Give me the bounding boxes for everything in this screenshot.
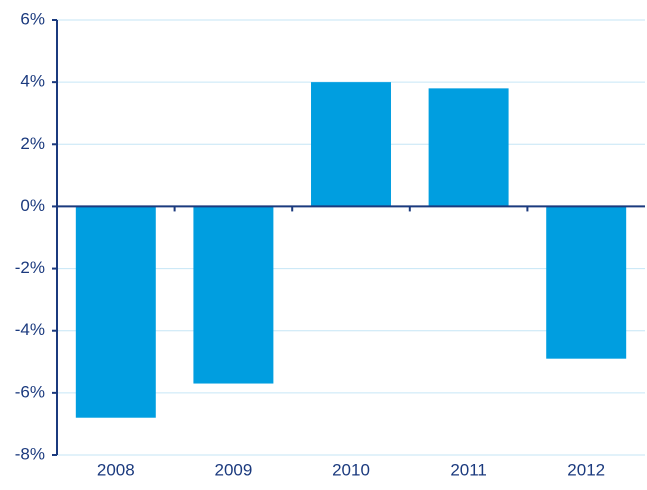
y-tick-label: 4%: [20, 72, 45, 91]
bar: [193, 206, 274, 384]
y-tick-label: -8%: [15, 444, 45, 463]
bar: [428, 88, 509, 207]
y-tick-label: -4%: [15, 320, 45, 339]
y-tick-label: -2%: [15, 258, 45, 277]
x-tick-label: 2009: [214, 460, 252, 479]
y-tick-label: 6%: [20, 9, 45, 28]
y-tick-label: 0%: [20, 196, 45, 215]
bar: [311, 82, 391, 207]
x-tick-label: 2010: [332, 460, 370, 479]
bar: [75, 206, 156, 418]
x-tick-label: 2011: [450, 460, 487, 479]
y-tick-label: 2%: [20, 134, 45, 153]
x-tick-label: 2012: [567, 460, 605, 479]
bar: [546, 206, 627, 359]
y-tick-label: -6%: [15, 382, 45, 401]
x-tick-label: 2008: [97, 460, 135, 479]
